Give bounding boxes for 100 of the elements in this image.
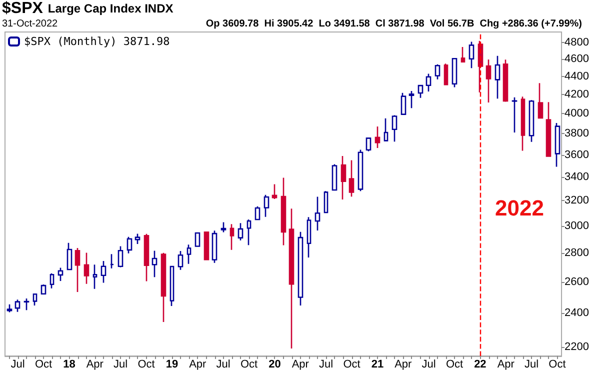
candlestick — [152, 250, 158, 278]
candlestick — [204, 231, 210, 260]
candlestick — [384, 118, 388, 142]
text: Op 3609.78 Hi 3905.42 Lo 3491.58 Cl 3871.98 Vol 56.7B Chg +286.36 (+7.99%) — [206, 18, 582, 30]
candlestick — [554, 122, 560, 168]
x-tick-label: Jul — [114, 358, 128, 370]
candlestick — [426, 73, 432, 92]
y-tick-label: 3200 — [564, 194, 590, 207]
x-tick-label: Apr — [497, 358, 515, 370]
candlestick — [220, 222, 226, 233]
candlestick — [468, 41, 474, 69]
candlestick — [100, 260, 106, 284]
candlestick — [264, 194, 270, 218]
x-tick-label: Jul — [422, 358, 436, 370]
candlestick — [512, 96, 518, 134]
candlestick — [324, 190, 328, 214]
candlestick — [246, 218, 252, 246]
x-tick-label: 19 — [166, 358, 178, 370]
candlestick — [520, 96, 526, 152]
candlestick — [40, 284, 46, 295]
candlestick — [110, 253, 114, 270]
y-tick-label: 3600 — [564, 148, 590, 161]
candlestick — [6, 304, 12, 313]
text: 31-Oct-2022 — [2, 18, 58, 30]
candlestick — [434, 64, 440, 80]
y-tick-label: 4000 — [564, 108, 590, 120]
y-tick-label: 4200 — [564, 88, 590, 101]
candlestick — [298, 231, 304, 306]
candlestick — [502, 58, 508, 102]
candlestick — [144, 233, 150, 282]
candlestick — [254, 206, 260, 220]
candlestick — [340, 155, 346, 200]
x-tick-label: Oct — [548, 358, 566, 370]
candlestick — [288, 208, 294, 350]
x-tick-label: Apr — [394, 358, 412, 370]
y-tick-label: 3000 — [564, 220, 590, 232]
x-tick-label: Oct — [34, 358, 52, 370]
candlestick — [126, 236, 132, 254]
candlestick — [272, 184, 278, 200]
candlestick — [366, 137, 372, 152]
candlestick — [408, 90, 414, 109]
candlestick — [314, 196, 320, 232]
y-tick-label: 2200 — [564, 341, 590, 354]
annotation: 2022 — [495, 196, 544, 220]
candlestick — [486, 58, 492, 104]
candlestick — [546, 102, 552, 158]
candlestick — [494, 55, 500, 100]
x-tick-label: Oct — [138, 358, 155, 370]
candlestick — [348, 160, 354, 198]
x-tick-label: Apr — [189, 358, 207, 370]
y-tick-label: 2800 — [564, 246, 590, 259]
candlestick — [230, 223, 234, 250]
y-tick-label: 4800 — [564, 36, 590, 48]
x-tick-label: Oct — [446, 358, 464, 370]
candlestick — [84, 252, 90, 285]
candlestick — [32, 294, 38, 306]
candlestick — [418, 84, 424, 98]
legend-label: $SPX (Monthly) 3871.98 — [24, 35, 170, 48]
y-tick-label: 4600 — [564, 53, 590, 66]
candlestick — [400, 92, 406, 115]
candlestick — [392, 114, 398, 142]
candlestick — [58, 267, 64, 282]
x-tick-label: Oct — [343, 358, 360, 370]
candlestick — [374, 126, 380, 149]
candlestick — [74, 247, 80, 293]
candlestick — [306, 216, 312, 258]
candlestick — [332, 164, 338, 192]
y-tick-label: 3800 — [564, 128, 590, 140]
candlestick — [444, 63, 448, 86]
candlestick — [528, 99, 534, 142]
candlestick — [160, 252, 166, 323]
x-tick-label: 22 — [474, 358, 486, 370]
x-tick-label: Jul — [524, 358, 539, 370]
candlestick — [280, 177, 286, 246]
y-tick-label: 3400 — [564, 171, 590, 184]
candlestick — [186, 244, 192, 265]
candlestick — [66, 242, 72, 270]
x-tick-label: 20 — [268, 358, 281, 370]
x-tick-label: 18 — [63, 358, 76, 370]
candlestick — [194, 232, 200, 247]
candlestick — [14, 298, 20, 313]
candlestick — [170, 265, 174, 307]
chart-title: $SPX — [2, 0, 44, 17]
x-tick-label: Jul — [10, 358, 25, 370]
candlestick — [460, 46, 466, 64]
x-tick-label: Apr — [292, 358, 310, 370]
candlestick — [50, 272, 54, 289]
candlestick — [24, 298, 30, 311]
x-tick-label: Jul — [216, 358, 230, 370]
chart-subtitle: Large Cap Index INDX — [48, 2, 174, 16]
y-tick-label: 2600 — [564, 276, 590, 288]
x-tick-label: Jul — [319, 358, 334, 370]
x-tick-label: Oct — [240, 358, 258, 370]
y-tick-label: 4400 — [564, 70, 590, 82]
candlestick — [92, 264, 98, 290]
candlestick — [134, 233, 140, 245]
y-tick-label: 2400 — [564, 307, 590, 320]
x-tick-label: Apr — [86, 358, 104, 370]
candlestick — [358, 149, 364, 192]
candlestick — [238, 222, 244, 242]
